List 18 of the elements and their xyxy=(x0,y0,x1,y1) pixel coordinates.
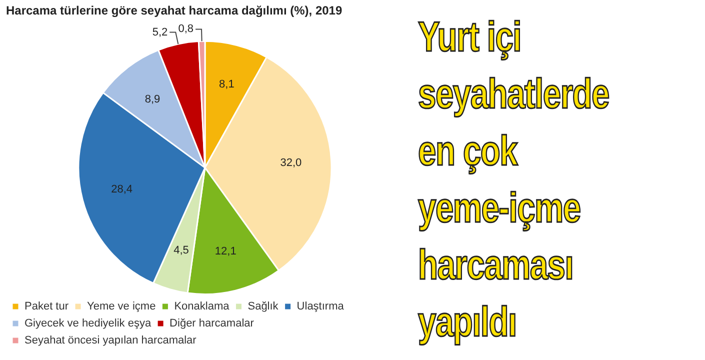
legend-label: Sağlık xyxy=(248,300,279,313)
legend-label: Diğer harcamalar xyxy=(170,318,254,330)
data-label: 5,2 xyxy=(152,26,168,38)
data-label: 12,1 xyxy=(214,245,236,258)
data-label: 4,5 xyxy=(174,244,189,256)
legend-label: Yeme ve içme xyxy=(87,300,156,313)
data-label: 32,0 xyxy=(280,156,302,169)
legend-label: Ulaştırma xyxy=(296,300,345,313)
data-label: 0,8 xyxy=(178,23,194,36)
text: Yurt içi seyahatlerde en çok yeme-içme harcaması yapıldı xyxy=(418,12,610,347)
data-label: 28,4 xyxy=(111,184,132,196)
chart-title: Harcama türlerine göre seyahat harcama dağılımı (%), 2019 xyxy=(6,4,342,18)
data-label: 8,1 xyxy=(219,78,234,90)
legend-label: Paket tur xyxy=(24,300,69,313)
legend-label: Konaklama xyxy=(174,300,230,313)
legend-label: Seyahat öncesi yapılan harcamalar xyxy=(24,334,197,347)
data-label: 8,9 xyxy=(144,94,160,106)
legend-label: Giyecek ve hediyelik eşya xyxy=(24,318,152,330)
